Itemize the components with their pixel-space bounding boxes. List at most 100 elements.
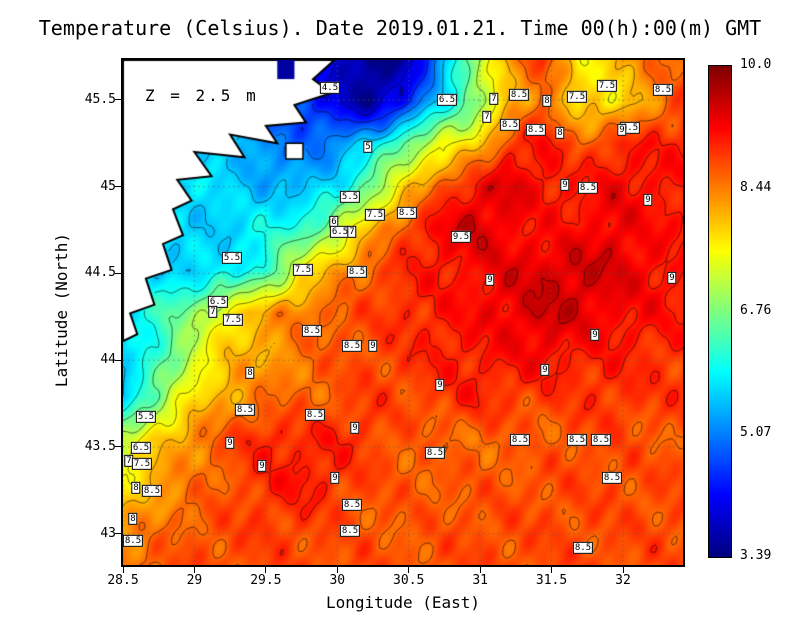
x-tick-label: 31.5 [535, 573, 568, 588]
contour-label: 7.5 [222, 313, 244, 327]
contour-label: 6.5 [207, 295, 229, 309]
contour-label: 5 [363, 140, 373, 154]
contour-label: 9 [435, 378, 445, 392]
contour-label: 8.5 [566, 433, 588, 447]
colorbar [708, 65, 732, 558]
contour-label: 7 [482, 110, 492, 124]
colorbar-tick-label: 5.07 [740, 425, 772, 441]
contour-label: 8.5 [525, 123, 547, 137]
x-tick-mark [622, 567, 624, 573]
contour-label: 5.5 [221, 251, 243, 265]
contour-label: 8.5 [339, 524, 361, 538]
y-tick-mark [115, 533, 121, 535]
contour-label: 8 [542, 94, 552, 108]
contour-label: 9 [225, 436, 235, 450]
contour-label: 8.5 [652, 83, 674, 97]
contour-label: 9 [643, 193, 653, 207]
y-tick-label: 43 [100, 525, 116, 541]
x-tick-mark [193, 567, 195, 573]
contour-label: 9 [330, 471, 340, 485]
contour-label: 9 [540, 363, 550, 377]
contour-label: 4.5 [319, 81, 341, 95]
y-axis-label: Latitude (North) [52, 232, 71, 388]
plot-area: 4.5 5 6.5 7 8.5 8 7.5 7.5 6.5 8.5 7 8.5 8.5 8 9 9 5.5 7.5… [121, 58, 685, 567]
contour-label: 6.5 [329, 225, 351, 239]
contour-label: 9 [350, 421, 360, 435]
contour-label: 8.5 [304, 408, 326, 422]
y-tick-mark [115, 99, 121, 101]
contour-label: 8 [555, 126, 565, 140]
figure-title: Temperature (Celsius). Date 2019.01.21. … [38, 16, 762, 40]
x-tick-mark [122, 567, 124, 573]
contour-label: 9.5 [450, 230, 472, 244]
x-tick-label: 30 [329, 573, 346, 588]
y-tick-mark [115, 446, 121, 448]
contour-label: 9 [368, 339, 378, 353]
contour-label: 7.5 [131, 457, 153, 471]
contour-label: 5.5 [135, 410, 157, 424]
x-axis-label: Longitude (East) [325, 593, 481, 612]
contour-label: 9 [485, 273, 495, 287]
x-tick-mark [551, 567, 553, 573]
contour-label: 5.5 [339, 190, 361, 204]
colorbar-tick-label: 8.44 [740, 179, 772, 195]
contour-label: 8.5 [346, 265, 368, 279]
y-tick-label: 44.5 [84, 265, 116, 281]
contour-label: 8.5 [141, 484, 163, 498]
x-tick-label: 31 [472, 573, 488, 588]
contour-label: 8.5 [508, 88, 530, 102]
x-tick-mark [479, 567, 481, 573]
contour-label: 8 [245, 366, 255, 380]
contour-label: 8.5 [590, 433, 612, 447]
depth-annotation: Z = 2.5 m [145, 86, 259, 105]
y-tick-label: 45.5 [84, 91, 116, 107]
y-tick-label: 45 [100, 178, 116, 194]
contour-label: 8.5 [499, 118, 521, 132]
contour-label: 8.5 [424, 446, 446, 460]
contour-label: 8 [128, 512, 138, 526]
contour-label: 8 [131, 481, 141, 495]
x-tick-label: 32 [615, 573, 631, 588]
colorbar-tick-label: 10.0 [740, 57, 772, 72]
contour-label: 8.5 [509, 433, 531, 447]
contour-label: 8.5 [341, 339, 363, 353]
contour-label: 7 [347, 225, 357, 239]
x-tick-mark [336, 567, 338, 573]
contour-label-layer: 4.5 5 6.5 7 8.5 8 7.5 7.5 6.5 8.5 7 8.5 8.5 8 9 9 5.5 7.5… [122, 60, 683, 565]
y-tick-label: 43.5 [84, 438, 116, 454]
contour-label: 7.5 [364, 208, 386, 222]
contour-label: 9 [590, 328, 600, 342]
colorbar-tick-label: 3.39 [740, 548, 772, 563]
contour-label: 8.5 [122, 534, 144, 548]
x-tick-mark [408, 567, 410, 573]
contour-label: 8.5 [601, 471, 623, 485]
contour-label: 7.5 [566, 90, 588, 104]
contour-label: 9 [257, 459, 267, 473]
x-tick-label: 28.5 [107, 573, 139, 588]
contour-label: 9 [617, 123, 627, 137]
contour-label: 8.5 [572, 541, 594, 555]
x-tick-label: 30.5 [393, 573, 425, 588]
contour-label: 6.5 [436, 93, 458, 107]
contour-label: 7 [489, 92, 499, 106]
contour-label: 8.5 [234, 403, 256, 417]
contour-label: 7 [208, 305, 218, 319]
y-tick-mark [115, 359, 121, 361]
contour-label: 7.5 [596, 79, 618, 93]
contour-label: 7.5 [292, 263, 314, 277]
contour-label: 9 [667, 271, 677, 285]
contour-label: 8.5 [301, 324, 323, 338]
contour-label: 8.5 [341, 498, 363, 512]
contour-label: 8.5 [577, 181, 599, 195]
y-tick-mark [115, 272, 121, 274]
contour-label: 9 [560, 178, 570, 192]
colorbar-tick-label: 6.76 [740, 302, 772, 318]
y-tick-mark [115, 186, 121, 188]
contour-label: 8.5 [396, 206, 418, 220]
x-tick-mark [265, 567, 267, 573]
y-tick-label: 44 [100, 352, 116, 368]
x-tick-label: 29 [186, 573, 203, 588]
contour-label: 6.5 [130, 441, 152, 455]
colorbar-gradient-canvas [709, 66, 731, 557]
